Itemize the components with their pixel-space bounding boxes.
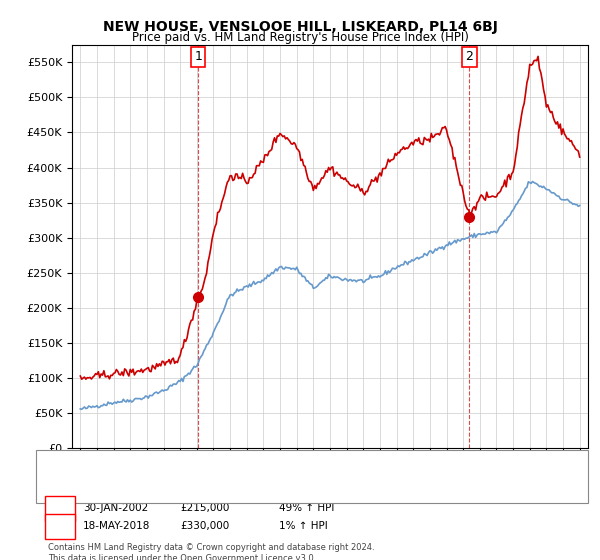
Text: Contains HM Land Registry data © Crown copyright and database right 2024.
This d: Contains HM Land Registry data © Crown c… [48, 543, 374, 560]
Text: 18-MAY-2018: 18-MAY-2018 [83, 521, 150, 531]
Text: 30-JAN-2002: 30-JAN-2002 [83, 503, 148, 514]
Text: 1: 1 [56, 503, 64, 514]
Text: 49% ↑ HPI: 49% ↑ HPI [279, 503, 334, 514]
Text: Price paid vs. HM Land Registry's House Price Index (HPI): Price paid vs. HM Land Registry's House … [131, 31, 469, 44]
Text: 2: 2 [466, 50, 473, 63]
Text: £330,000: £330,000 [180, 521, 229, 531]
Text: 1% ↑ HPI: 1% ↑ HPI [279, 521, 328, 531]
Text: £215,000: £215,000 [180, 503, 229, 514]
Text: HPI: Average price, detached house, Cornwall: HPI: Average price, detached house, Corn… [90, 482, 313, 492]
Text: 2: 2 [56, 521, 64, 531]
Text: 1: 1 [194, 50, 202, 63]
Text: NEW HOUSE, VENSLOOE HILL, LISKEARD, PL14 6BJ: NEW HOUSE, VENSLOOE HILL, LISKEARD, PL14… [103, 20, 497, 34]
Text: NEW HOUSE, VENSLOOE HILL, LISKEARD, PL14 6BJ (detached house): NEW HOUSE, VENSLOOE HILL, LISKEARD, PL14… [90, 458, 427, 468]
